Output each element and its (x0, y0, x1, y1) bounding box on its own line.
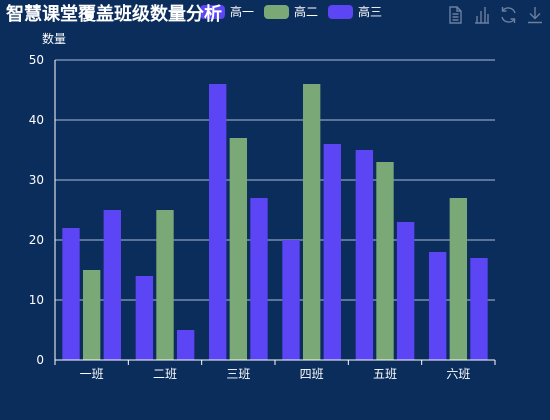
bar[interactable] (323, 144, 341, 360)
y-tick-label: 40 (29, 113, 44, 127)
bar[interactable] (135, 276, 154, 360)
legend-item[interactable]: 高一 (200, 4, 254, 19)
legend-swatch (328, 5, 353, 19)
refresh-icon[interactable] (501, 7, 516, 23)
bar[interactable] (250, 198, 268, 360)
y-tick-label: 10 (29, 293, 44, 307)
bar[interactable] (396, 222, 415, 360)
bar[interactable] (355, 150, 374, 360)
bar[interactable] (282, 240, 300, 360)
x-tick-label: 三班 (226, 367, 250, 381)
bar[interactable] (429, 252, 447, 360)
y-axis-label: 数量 (42, 31, 66, 46)
legend-item[interactable]: 高二 (264, 4, 318, 19)
bar[interactable] (449, 198, 468, 360)
x-tick-label: 五班 (373, 367, 397, 381)
y-tick-label: 0 (36, 353, 44, 367)
download-icon[interactable] (528, 7, 542, 24)
bar-chart-icon[interactable] (475, 7, 489, 24)
data-view-icon[interactable] (449, 6, 462, 24)
chart-title: 智慧课堂覆盖班级数量分析 (6, 3, 222, 25)
bar[interactable] (470, 258, 488, 360)
y-tick-label: 50 (29, 53, 44, 67)
y-tick-label: 20 (29, 233, 44, 247)
bar[interactable] (82, 270, 101, 360)
bar[interactable] (376, 162, 394, 360)
bar[interactable] (62, 228, 80, 360)
legend-label: 高二 (294, 4, 318, 19)
legend-label: 高三 (358, 4, 382, 19)
axis-layer: 0 10 20 30 40 50 一班 二班 三班 四班 五班 六班 (29, 53, 496, 381)
bars-layer (62, 84, 488, 360)
bar[interactable] (209, 84, 227, 360)
legend-swatch (264, 5, 289, 19)
x-tick-label: 二班 (153, 367, 177, 381)
bar[interactable] (176, 330, 195, 360)
legend: 高一 高二 高三 (200, 4, 382, 19)
grid-layer (55, 59, 495, 301)
x-tick-label: 四班 (300, 367, 324, 381)
legend-swatch (200, 5, 225, 19)
bar[interactable] (156, 210, 174, 360)
y-tick-label: 30 (29, 173, 44, 187)
legend-item[interactable]: 高三 (328, 4, 382, 19)
bar[interactable] (302, 84, 321, 360)
legend-label: 高一 (230, 4, 254, 19)
x-tick-label: 一班 (80, 367, 104, 381)
bar[interactable] (229, 138, 248, 360)
bar[interactable] (103, 210, 121, 360)
toolbox (449, 6, 542, 24)
x-tick-label: 六班 (446, 367, 470, 381)
